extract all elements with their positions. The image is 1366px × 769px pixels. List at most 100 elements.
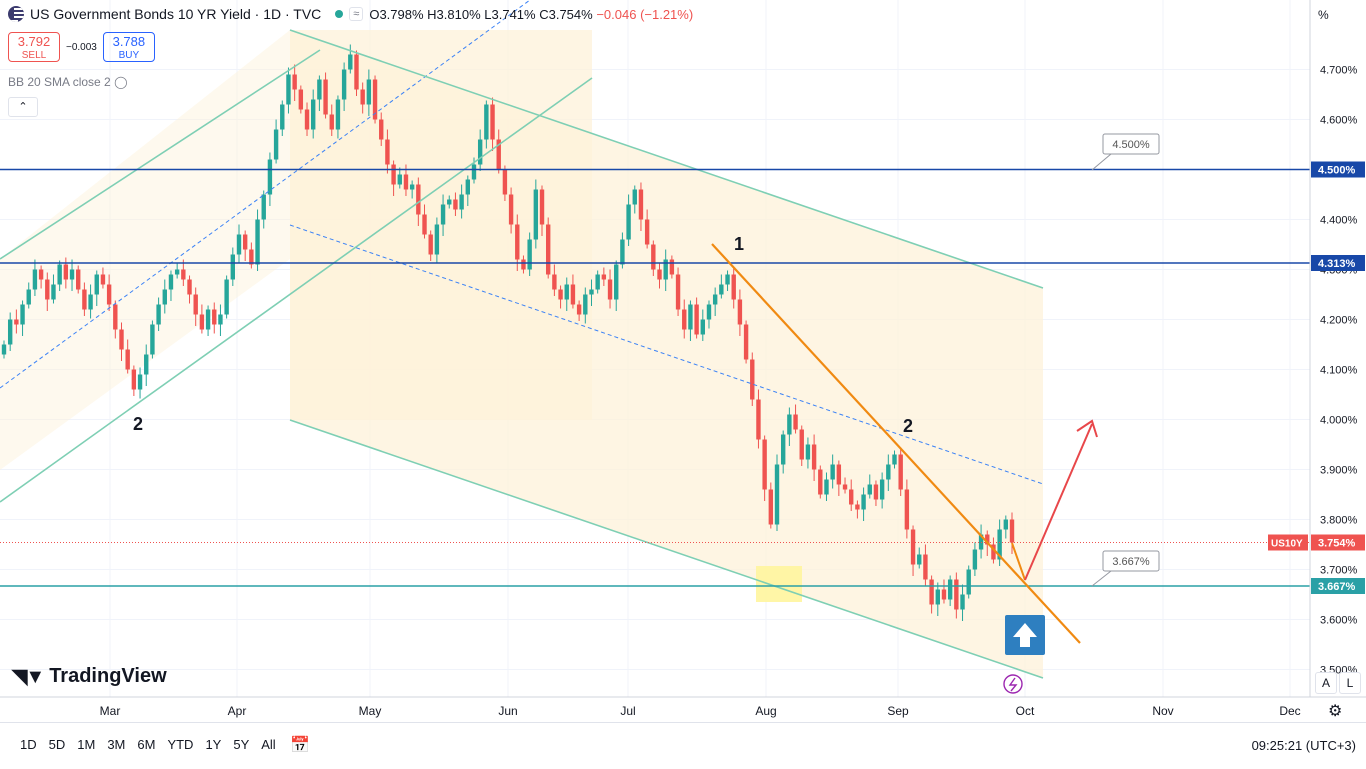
candle-body <box>558 289 563 300</box>
trendline <box>711 243 1081 644</box>
price-tick-label: 4.600% <box>1320 115 1358 127</box>
candle-body <box>583 294 588 315</box>
hide-eye-icon[interactable]: ◯ <box>114 75 128 89</box>
candle-body <box>842 484 848 490</box>
time-tick-label: Mar <box>100 704 121 718</box>
candle-body <box>100 274 106 285</box>
range-all[interactable]: All <box>261 737 276 752</box>
drawings: 1 2 2 4.500% 3.667% <box>0 0 1310 694</box>
time-tick-label: Nov <box>1152 704 1173 718</box>
buy-button[interactable]: 3.788 BUY <box>102 32 155 62</box>
candle-body <box>125 349 130 370</box>
range-5d[interactable]: 5D <box>48 737 66 752</box>
indicator-legend[interactable]: BB 20 SMA close 2 ◯ <box>8 75 128 89</box>
candle-body <box>929 579 934 605</box>
compare-icon[interactable]: ≈ <box>349 7 364 21</box>
candle-body <box>224 279 229 315</box>
candle-body <box>601 274 607 280</box>
last-price-label: 3.754% <box>1318 538 1356 550</box>
range-1m[interactable]: 1M <box>77 737 96 752</box>
price-chart[interactable]: 1 2 2 4.500% 3.667% 4.700% 4.600% 4.500% 4.400%… <box>0 0 1366 722</box>
candle-body <box>861 494 866 510</box>
price-tick-label: 4.700% <box>1320 65 1358 77</box>
symbol-title[interactable]: US Government Bonds 10 YR Yield · 1D · T… <box>30 6 322 22</box>
range-selector: 1D 5D 1M 3M 6M YTD 1Y 5Y All <box>14 737 282 752</box>
candle-body <box>960 594 965 610</box>
candle-body <box>63 264 69 280</box>
candle-body <box>632 189 637 205</box>
settings-gear-icon[interactable]: ⚙ <box>1328 703 1343 720</box>
candle-body <box>434 224 440 255</box>
candle-body <box>447 199 452 205</box>
range-1d[interactable]: 1D <box>20 737 37 752</box>
candle-body <box>156 304 161 325</box>
candle-body <box>879 479 885 500</box>
level-badge <box>1311 161 1365 178</box>
symbol-badge-label: US10Y <box>1271 539 1303 550</box>
range-6m[interactable]: 6M <box>137 737 156 752</box>
time-tick-label: May <box>359 704 382 718</box>
candle-body <box>181 269 186 280</box>
candle-body <box>453 199 458 210</box>
candle-body <box>69 269 75 280</box>
candle-body <box>663 259 668 280</box>
candle-body <box>910 529 916 565</box>
candle-body <box>385 139 390 165</box>
candle-body <box>991 544 996 560</box>
candle-body <box>564 284 569 300</box>
candle-body <box>688 304 693 330</box>
candle-body <box>997 529 1002 560</box>
time-axis: Mar Apr May Jun Jul Aug Sep Oct Nov Dec <box>0 696 1366 718</box>
channel-mid-line <box>0 0 531 389</box>
level-badge-label: 3.667% <box>1318 581 1356 593</box>
candle-body <box>199 314 205 330</box>
candle-body <box>904 489 910 530</box>
sell-button[interactable]: 3.792 SELL <box>8 32 60 62</box>
candle-body <box>1009 519 1015 543</box>
candle-body <box>212 309 217 325</box>
candle-body <box>793 414 798 430</box>
range-ytd[interactable]: YTD <box>167 737 194 752</box>
candle-body <box>811 444 817 470</box>
candle-body <box>966 569 971 595</box>
candle-body <box>682 309 687 330</box>
time-tick-label: Oct <box>1016 704 1035 718</box>
candle-body <box>706 304 712 320</box>
candle-body <box>589 289 594 295</box>
candle-body <box>26 289 31 305</box>
tradingview-logo-icon: ◥▼ <box>12 666 45 688</box>
candle-body <box>311 99 316 130</box>
candle-body <box>607 279 613 300</box>
candle-body <box>317 79 322 100</box>
auto-scale-button[interactable]: A <box>1315 672 1337 694</box>
candle-body <box>496 139 501 170</box>
candle-body <box>372 79 378 120</box>
candle-body <box>941 589 947 600</box>
candle-body <box>119 329 124 350</box>
candle-body <box>669 259 675 275</box>
candle-body <box>391 164 396 185</box>
candle-body <box>780 434 786 465</box>
candle-body <box>614 264 619 300</box>
up-arrow-glyph <box>1013 623 1037 647</box>
range-5y[interactable]: 5Y <box>233 737 250 752</box>
candle-body <box>459 194 464 210</box>
log-scale-button[interactable]: L <box>1339 672 1361 694</box>
level-badge-label: 4.500% <box>1318 165 1356 177</box>
candle-body <box>762 439 767 490</box>
time-tick-label: Apr <box>228 704 247 718</box>
clock[interactable]: 09:25:21 (UTC+3) <box>1251 738 1356 753</box>
range-3m[interactable]: 3M <box>107 737 126 752</box>
price-tick-label: 3.700% <box>1320 565 1358 577</box>
range-1y[interactable]: 1Y <box>205 737 222 752</box>
callout-box <box>1102 133 1160 155</box>
candle-body <box>595 274 600 290</box>
candle-body <box>515 224 520 260</box>
collapse-legend-button[interactable]: ⌃ <box>8 97 38 117</box>
candle-body <box>205 309 211 330</box>
candle-body <box>873 484 879 500</box>
candle-body <box>168 274 174 290</box>
goto-date-icon[interactable]: 📅 <box>290 737 310 754</box>
price-tick-label: 3.800% <box>1320 515 1358 527</box>
candle-body <box>508 194 514 225</box>
